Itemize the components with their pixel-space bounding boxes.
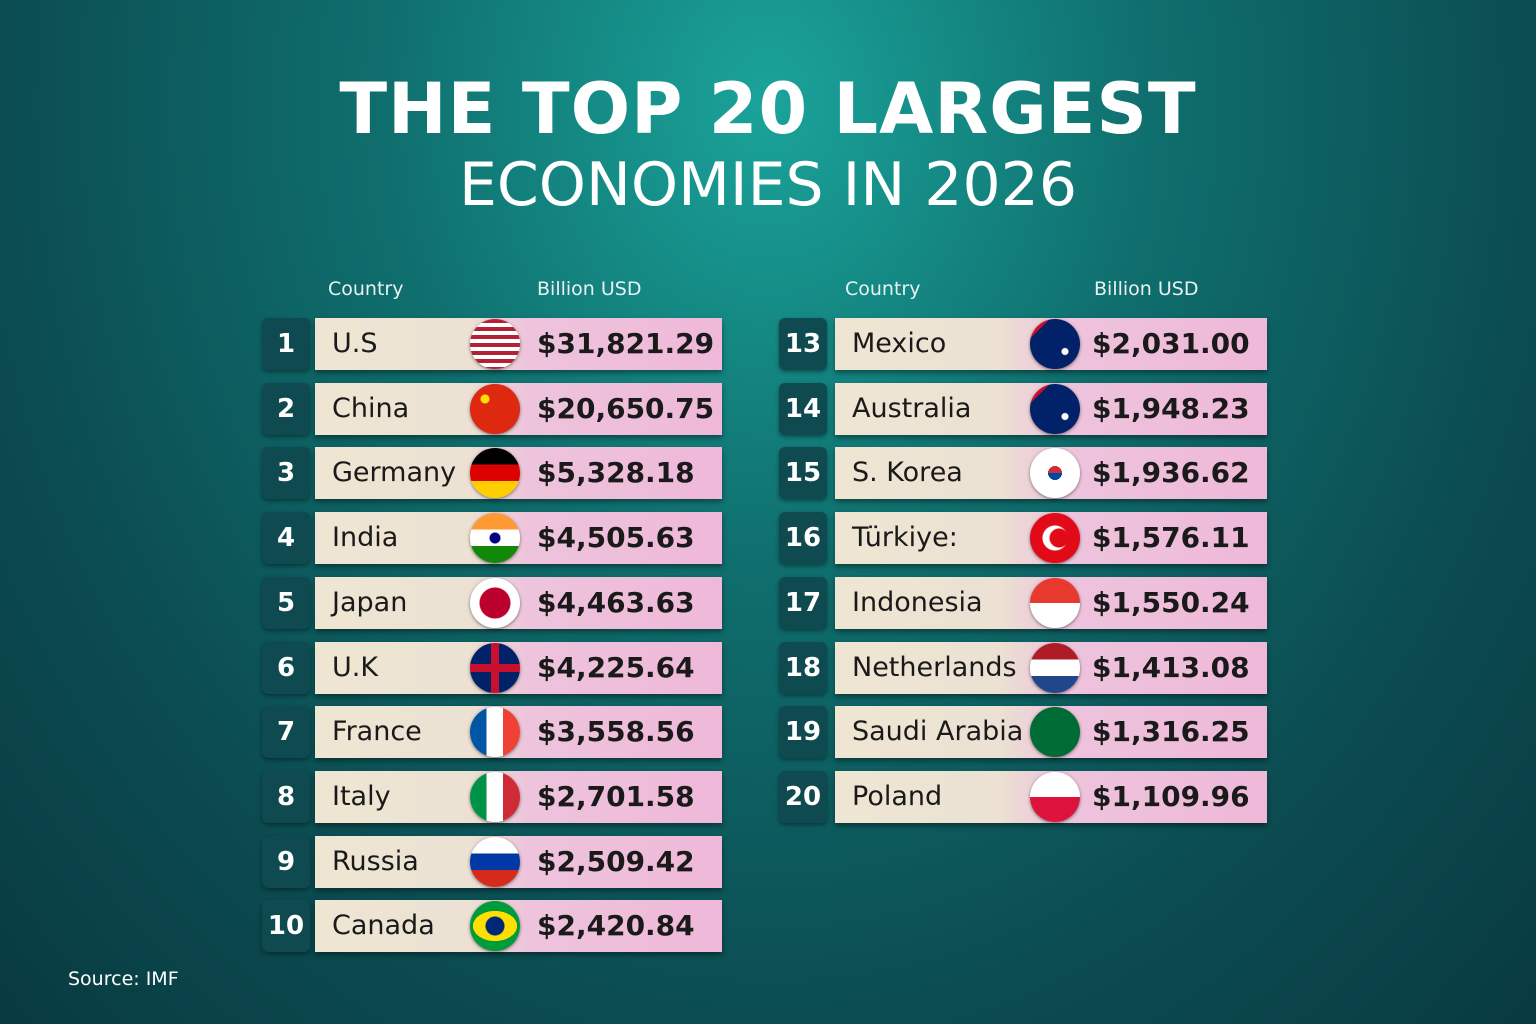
- flag-icon: [1030, 383, 1080, 434]
- flag-icon: [1030, 513, 1080, 564]
- flag-icon: [1030, 319, 1080, 369]
- rank-cell: 4: [262, 512, 310, 565]
- rank-cell: 2: [262, 382, 310, 435]
- table-row: U.S $31,821.29: [315, 318, 722, 370]
- gdp-value: $1,413.08: [1092, 650, 1250, 684]
- rank-cell: 13: [779, 318, 827, 370]
- country-name: Poland: [852, 780, 943, 812]
- country-name: Germany: [332, 457, 457, 489]
- gdp-value: $2,031.00: [1092, 327, 1250, 360]
- rank-cell: 3: [262, 447, 310, 500]
- gdp-value: $4,505.63: [537, 521, 695, 555]
- source-note: Source: IMF: [68, 968, 179, 990]
- gdp-value: $2,420.84: [537, 909, 695, 943]
- country-name: France: [332, 716, 422, 748]
- gdp-value: $1,316.25: [1092, 715, 1250, 749]
- flag-icon: [470, 836, 520, 887]
- gdp-value: $2,509.42: [537, 844, 695, 878]
- country-name: China: [332, 392, 410, 424]
- flag-icon: [470, 642, 520, 693]
- table-row: Russia $2,509.42: [315, 835, 722, 888]
- flag-icon: [1030, 707, 1080, 758]
- country-name: Mexico: [852, 328, 947, 359]
- rank-cell: 5: [262, 576, 310, 629]
- country-name: Indonesia: [852, 586, 983, 618]
- flag-icon: [470, 383, 520, 434]
- gdp-value: $1,948.23: [1092, 391, 1250, 425]
- flag-icon: [1030, 642, 1080, 693]
- rank-cell: 19: [779, 706, 827, 759]
- country-name: India: [332, 522, 399, 554]
- gdp-value: $1,109.96: [1092, 779, 1250, 813]
- rank-cell: 8: [262, 770, 310, 823]
- table-row: China $20,650.75: [315, 382, 722, 435]
- rank-cell: 9: [262, 835, 310, 888]
- column-header: Billion USD: [537, 278, 642, 300]
- column-header: Billion USD: [1094, 278, 1199, 300]
- country-name: U.K: [332, 651, 379, 683]
- column-header: Country: [845, 278, 921, 300]
- table-row: Italy $2,701.58: [315, 770, 722, 823]
- table-row: Indonesia $1,550.24: [835, 576, 1267, 629]
- country-name: U.S: [332, 328, 378, 359]
- country-name: Russia: [332, 845, 419, 877]
- country-name: Australia: [852, 392, 972, 424]
- table-row: U.K $4,225.64: [315, 641, 722, 694]
- rank-cell: 1: [262, 318, 310, 370]
- gdp-value: $1,936.62: [1092, 456, 1250, 490]
- table-row: Germany $5,328.18: [315, 447, 722, 500]
- country-name: Türkiye:: [852, 522, 958, 554]
- table-row: Poland $1,109.96: [835, 770, 1267, 823]
- table-row: Türkiye: $1,576.11: [835, 512, 1267, 565]
- table-row: France $3,558.56: [315, 706, 722, 759]
- table-row: India $4,505.63: [315, 512, 722, 565]
- column-header: Country: [328, 278, 404, 300]
- flag-icon: [470, 448, 520, 499]
- table-row: Netherlands $1,413.08: [835, 641, 1267, 694]
- rank-cell: 16: [779, 512, 827, 565]
- flag-icon: [470, 577, 520, 628]
- country-name: Saudi Arabia: [852, 716, 1024, 748]
- rank-cell: 15: [779, 447, 827, 500]
- flag-icon: [470, 901, 520, 952]
- flag-icon: [1030, 771, 1080, 822]
- country-name: Italy: [332, 780, 391, 812]
- gdp-value: $4,463.63: [537, 585, 695, 619]
- rank-cell: 7: [262, 706, 310, 759]
- rank-cell: 14: [779, 382, 827, 435]
- table-row: Canada $2,420.84: [315, 900, 722, 953]
- flag-icon: [1030, 448, 1080, 499]
- gdp-value: $3,558.56: [537, 715, 695, 749]
- table-row: S. Korea $1,936.62: [835, 447, 1267, 500]
- gdp-value: $2,701.58: [537, 779, 695, 813]
- rank-cell: 10: [262, 900, 310, 953]
- flag-icon: [1030, 577, 1080, 628]
- table-row: Saudi Arabia $1,316.25: [835, 706, 1267, 759]
- rank-cell: 20: [779, 770, 827, 823]
- gdp-value: $1,576.11: [1092, 521, 1250, 555]
- table-row: Japan $4,463.63: [315, 576, 722, 629]
- rank-cell: 17: [779, 576, 827, 629]
- rank-cell: 18: [779, 641, 827, 694]
- country-name: Netherlands: [852, 651, 1017, 683]
- flag-icon: [470, 707, 520, 758]
- country-name: Canada: [332, 910, 435, 942]
- rank-cell: 6: [262, 641, 310, 694]
- flag-icon: [470, 319, 520, 369]
- country-name: S. Korea: [852, 457, 963, 489]
- table-row: Australia $1,948.23: [835, 382, 1267, 435]
- gdp-value: $5,328.18: [537, 456, 695, 490]
- flag-icon: [470, 771, 520, 822]
- gdp-value: $4,225.64: [537, 650, 695, 684]
- title-line: THE TOP 20 LARGEST: [339, 68, 1197, 150]
- gdp-value: $31,821.29: [537, 327, 715, 360]
- flag-icon: [470, 513, 520, 564]
- table-row: Mexico $2,031.00: [835, 318, 1267, 370]
- gdp-value: $1,550.24: [1092, 585, 1250, 619]
- title-line: ECONOMIES IN 2026: [458, 150, 1078, 220]
- country-name: Japan: [332, 586, 408, 618]
- gdp-value: $20,650.75: [537, 391, 715, 425]
